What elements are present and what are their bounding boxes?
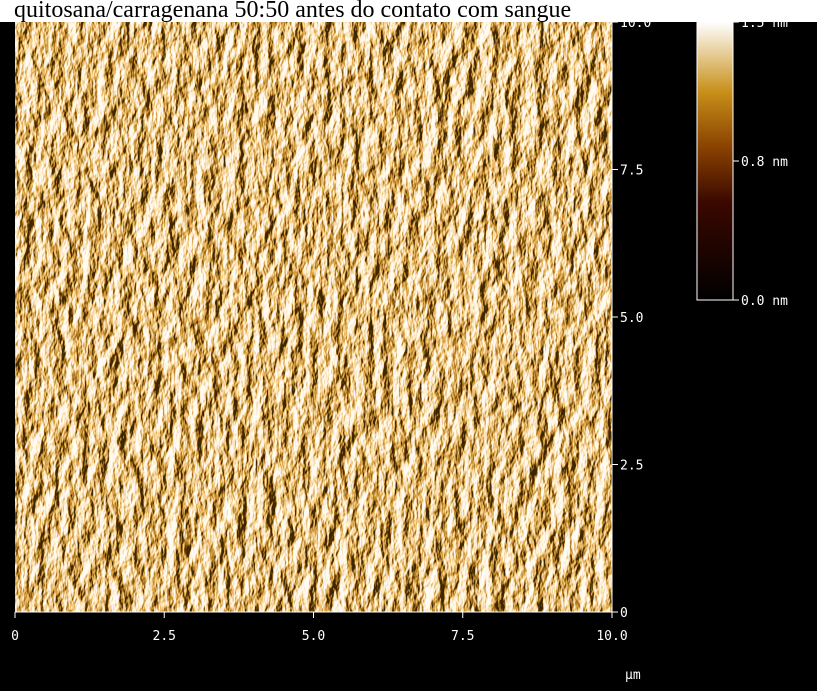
afm-image — [15, 22, 612, 612]
y-tick-label: 2.5 — [620, 459, 643, 474]
caption-strip — [0, 0, 817, 22]
y-tick-label: 5.0 — [620, 311, 643, 326]
x-tick-label: 10.0 — [596, 629, 627, 644]
colorbar — [696, 21, 734, 301]
x-tick-label: 0 — [11, 629, 19, 644]
y-tick-label: 0 — [620, 606, 628, 621]
labels: 0 2.5 5.0 7.5 10.0 0 2.5 5.0 7.5 10.0 µm 1.5 nm 0.8 … — [11, 16, 788, 683]
colorbar-label: 0.8 nm — [741, 155, 788, 170]
colorbar-label: 1.5 nm — [741, 16, 788, 31]
colorbar-label: 0.0 nm — [741, 294, 788, 309]
y-tick-label: 7.5 — [620, 164, 643, 179]
x-tick-label: 7.5 — [451, 629, 474, 644]
x-tick-label: 2.5 — [153, 629, 176, 644]
x-unit: µm — [625, 668, 641, 683]
x-tick-label: 5.0 — [302, 629, 325, 644]
y-tick-label: 10.0 — [620, 16, 651, 31]
caption: quitosana/carragenana 50:50 antes do con… — [14, 0, 571, 23]
